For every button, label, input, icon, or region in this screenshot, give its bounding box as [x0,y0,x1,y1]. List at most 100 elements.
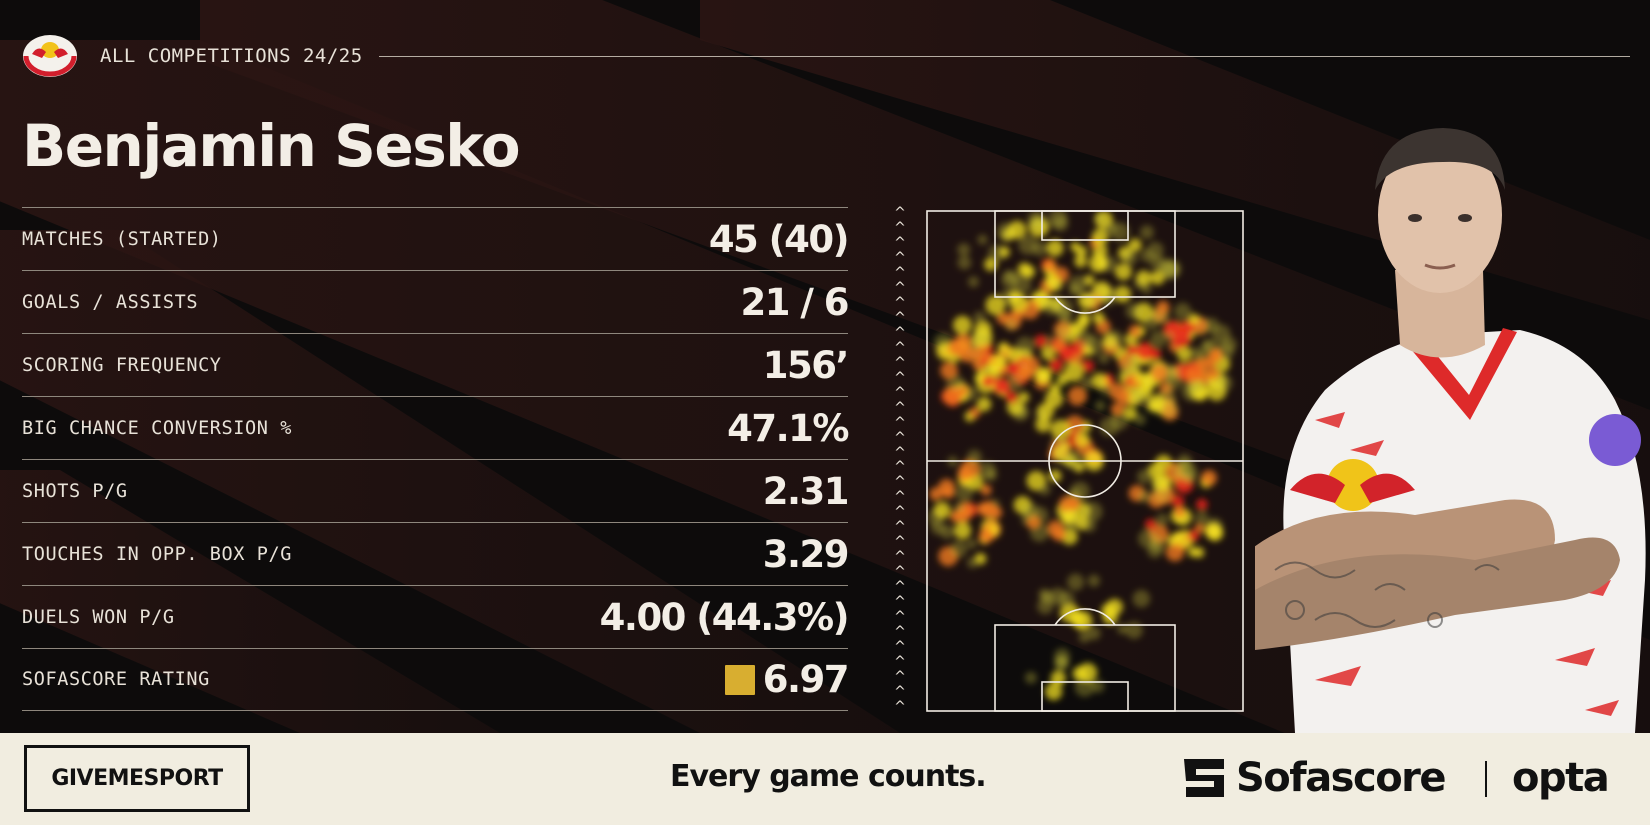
heat-spot [1038,483,1051,496]
heat-spot [976,396,992,412]
givemesport-logo[interactable]: GIVEMESPORT [24,745,250,812]
opta-logo[interactable]: opta [1512,755,1610,801]
sofascore-icon [1184,759,1224,797]
heat-spot [1067,573,1085,591]
heat-spot [1186,378,1202,394]
heat-spot [1174,302,1192,320]
heat-spot [998,246,1010,258]
heat-spot [1194,523,1205,534]
heat-spot [967,557,979,569]
heat-spot [978,461,997,480]
heat-spot [1064,362,1084,382]
heat-spot [1135,270,1152,286]
up-arrow-icon: ^ [894,354,906,371]
heat-spot [1171,328,1191,348]
stat-label: MATCHES (STARTED) [22,228,222,250]
heat-spot [957,466,972,481]
heat-spot [966,538,977,549]
attack-direction-arrows: ^ ^ ^ ^ ^ ^ ^ ^ ^ ^ ^ ^ ^ ^ ^ ^ ^ ^ ^ ^ ^ ^ ^ ^ ^ ^ ^ ^ ^ ^ ^ ^ ^ ^ [892,206,908,714]
heat-spot [1149,330,1167,348]
heat-spot [1173,506,1186,518]
heat-spot [1035,416,1051,433]
stat-value: 156’ [762,343,850,387]
heat-spot [1052,527,1067,542]
rating-value: 6.97 [762,658,850,701]
heat-spot [1149,348,1162,360]
heat-spot [1134,413,1146,426]
stat-row-shots: SHOTS P/G 2.31 [22,459,850,522]
heat-spot [1081,376,1094,389]
heat-spot [953,315,972,335]
stat-value: 21 / 6 [740,280,849,324]
stat-value: 4.00 (44.3%) [599,595,850,639]
stat-row-sofascore-rating: SOFASCORE RATING 6.97 [22,648,850,711]
sofascore-logo[interactable]: Sofascore [1184,755,1447,801]
heat-spot [1046,275,1062,292]
stat-row-goals-assists: GOALS / ASSISTS 21 / 6 [22,270,849,333]
heat-spot [1128,324,1142,338]
heat-spot [977,234,988,245]
footer: GIVEMESPORT Every game counts. Sofascore… [0,733,1650,825]
up-arrow-icon: ^ [894,279,906,296]
up-arrow-icon: ^ [894,594,906,611]
heat-spot [1007,375,1023,391]
heat-spot [977,502,991,516]
heat-spot [978,528,994,544]
heat-spot [971,329,989,348]
up-arrow-icon: ^ [894,369,906,386]
heat-spot [1196,357,1210,371]
brand-text: GIVEMESPORT [51,766,223,791]
heat-spot [1094,211,1107,224]
heat-spot [1087,626,1101,640]
heat-spot [1120,359,1139,378]
up-arrow-icon: ^ [894,459,906,476]
heat-spot [1094,400,1106,412]
heat-spot [1206,367,1220,380]
up-arrow-icon: ^ [894,639,906,656]
up-arrow-icon: ^ [894,489,906,506]
up-arrow-icon: ^ [894,654,906,671]
up-arrow-icon: ^ [894,264,906,281]
stat-label: TOUCHES IN OPP. BOX P/G [22,543,292,565]
player-photo [1255,128,1646,733]
stats-table: MATCHES (STARTED) 45 (40) GOALS / ASSIST… [22,207,850,711]
heat-spot [1018,391,1030,403]
heat-spot [1137,489,1151,503]
heat-spot [1008,220,1027,239]
heat-spot [1128,238,1142,252]
pitch-heatmap [926,210,1244,712]
heat-spot [1010,293,1028,312]
heat-spot [1046,239,1064,257]
up-arrow-icon: ^ [894,249,906,266]
heat-spot [1165,330,1176,341]
heat-spot [1150,364,1169,382]
player-name: Benjamin Sesko [22,112,521,180]
heat-spot [1011,274,1032,295]
heat-spot [939,524,955,540]
heat-spot [1137,469,1152,484]
heat-spot [1177,461,1198,482]
heat-spot [1109,383,1127,401]
heat-spot [1132,391,1146,405]
pitch-lines [926,210,1244,712]
heat-spot [1059,591,1075,608]
heat-spot [957,243,971,257]
up-arrow-icon: ^ [894,414,906,431]
heat-spot [973,345,989,361]
heat-spot [1193,547,1205,558]
heat-spot [969,407,981,419]
heat-spot [1126,344,1138,356]
competition-label: ALL COMPETITIONS 24/25 [100,45,363,67]
heat-spot [1057,436,1069,448]
heat-spot [942,486,955,499]
heat-spot [1167,365,1180,378]
heat-spot [1005,391,1018,404]
heat-spot [1091,372,1108,389]
heat-spot [1171,495,1185,508]
up-arrow-icon: ^ [894,609,906,626]
stat-value: 47.1% [727,406,849,450]
heat-spot [1141,283,1152,295]
up-arrow-icon: ^ [894,519,906,536]
stat-label: GOALS / ASSISTS [22,291,199,313]
heat-spot [1110,412,1129,430]
